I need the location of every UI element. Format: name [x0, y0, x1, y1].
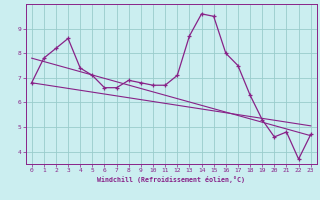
X-axis label: Windchill (Refroidissement éolien,°C): Windchill (Refroidissement éolien,°C) [97, 176, 245, 183]
